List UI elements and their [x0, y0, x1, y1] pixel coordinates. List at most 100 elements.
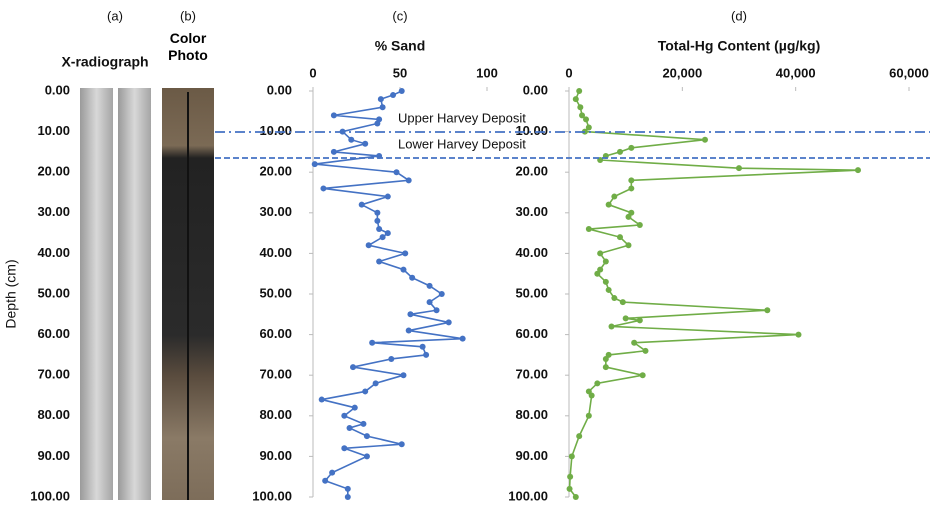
y-tick-label: 40.00 — [259, 245, 292, 260]
data-point — [602, 278, 609, 285]
data-point — [405, 327, 412, 334]
data-point — [360, 420, 367, 427]
data-point — [433, 307, 440, 314]
data-point — [376, 258, 383, 265]
data-point — [372, 380, 379, 387]
data-point — [330, 148, 337, 155]
y-tick-label: 90.00 — [259, 448, 292, 463]
y-tick-label: 70.00 — [37, 367, 70, 382]
data-point — [636, 221, 643, 228]
data-point — [566, 485, 573, 492]
x-tick-label: 60,000 — [889, 65, 929, 80]
panel-title: X-radiograph — [61, 54, 148, 70]
data-point — [363, 453, 370, 460]
x-tick-label: 50 — [393, 65, 407, 80]
data-point — [407, 311, 414, 318]
data-point — [611, 193, 618, 200]
data-point — [628, 177, 635, 184]
data-point — [374, 209, 381, 216]
x-tick-label: 20,000 — [662, 65, 702, 80]
data-point — [622, 315, 629, 322]
data-point — [619, 299, 626, 306]
data-point — [572, 494, 579, 500]
y-tick-label: 0.00 — [45, 82, 70, 97]
panel-title-box: Color Photo — [168, 30, 208, 63]
data-point — [318, 396, 325, 403]
data-point — [611, 295, 618, 302]
y-tick-label: 0.00 — [523, 82, 548, 97]
data-point — [362, 388, 369, 395]
data-point — [400, 372, 407, 379]
data-point — [419, 343, 426, 350]
data-point — [344, 485, 351, 492]
data-point — [388, 355, 395, 362]
x-tick-label: 40,000 — [776, 65, 816, 80]
data-point — [423, 351, 430, 358]
y-tick-label: 30.00 — [259, 204, 292, 219]
data-point — [311, 161, 318, 168]
data-point — [459, 335, 466, 342]
y-tick-label: 20.00 — [37, 164, 70, 179]
data-point — [585, 124, 592, 131]
y-tick-label: 100.00 — [252, 488, 292, 503]
data-point — [795, 331, 802, 338]
data-point — [351, 404, 358, 411]
data-point — [602, 258, 609, 265]
y-tick-label: 90.00 — [37, 448, 70, 463]
data-point — [628, 185, 635, 192]
data-point — [608, 323, 615, 330]
data-point — [594, 380, 601, 387]
chart-title: % Sand — [375, 38, 426, 54]
data-point — [400, 266, 407, 273]
y-tick-label: 70.00 — [515, 367, 548, 382]
y-tick-label: 30.00 — [515, 204, 548, 219]
data-point — [320, 185, 327, 192]
y-axis-title: Depth (cm) — [3, 259, 19, 328]
data-point — [567, 473, 574, 480]
data-point — [374, 120, 381, 127]
data-point — [602, 364, 609, 371]
data-point — [617, 234, 623, 241]
data-point — [602, 355, 609, 362]
data-point — [402, 250, 409, 257]
y-tick-label: 60.00 — [37, 326, 70, 341]
x-tick-label: 0 — [565, 65, 572, 80]
data-point — [379, 104, 386, 111]
y-tick-label: 40.00 — [37, 245, 70, 260]
data-point — [362, 140, 369, 147]
data-point — [330, 112, 337, 119]
data-point — [764, 307, 771, 314]
y-tick-label: 70.00 — [259, 367, 292, 382]
y-tick-label: 30.00 — [37, 204, 70, 219]
data-point — [855, 167, 861, 174]
y-tick-label: 80.00 — [37, 407, 70, 422]
data-point — [390, 92, 397, 99]
data-point — [445, 319, 452, 326]
data-point — [376, 226, 383, 233]
data-line — [568, 90, 859, 498]
data-point — [625, 242, 632, 249]
y-tick-label: 50.00 — [37, 285, 70, 300]
y-tick-label: 90.00 — [515, 448, 548, 463]
data-point — [426, 282, 433, 289]
data-point — [363, 433, 370, 440]
data-point — [585, 226, 592, 233]
data-point — [597, 250, 604, 257]
data-point — [642, 347, 649, 354]
panel-tag: (d) — [731, 8, 747, 23]
data-point — [393, 169, 400, 176]
data-point — [576, 88, 583, 94]
data-point — [379, 234, 386, 241]
y-tick-label: 10.00 — [259, 123, 292, 138]
data-point — [341, 412, 348, 419]
data-point — [636, 317, 643, 324]
panel-tag: (b) — [180, 8, 196, 23]
data-point — [384, 193, 391, 200]
y-tick-label: 40.00 — [515, 245, 548, 260]
data-point — [358, 201, 365, 208]
y-tick-label: 80.00 — [259, 407, 292, 422]
y-tick-label: 60.00 — [259, 326, 292, 341]
data-point — [348, 136, 355, 143]
y-tick-label: 0.00 — [267, 82, 292, 97]
